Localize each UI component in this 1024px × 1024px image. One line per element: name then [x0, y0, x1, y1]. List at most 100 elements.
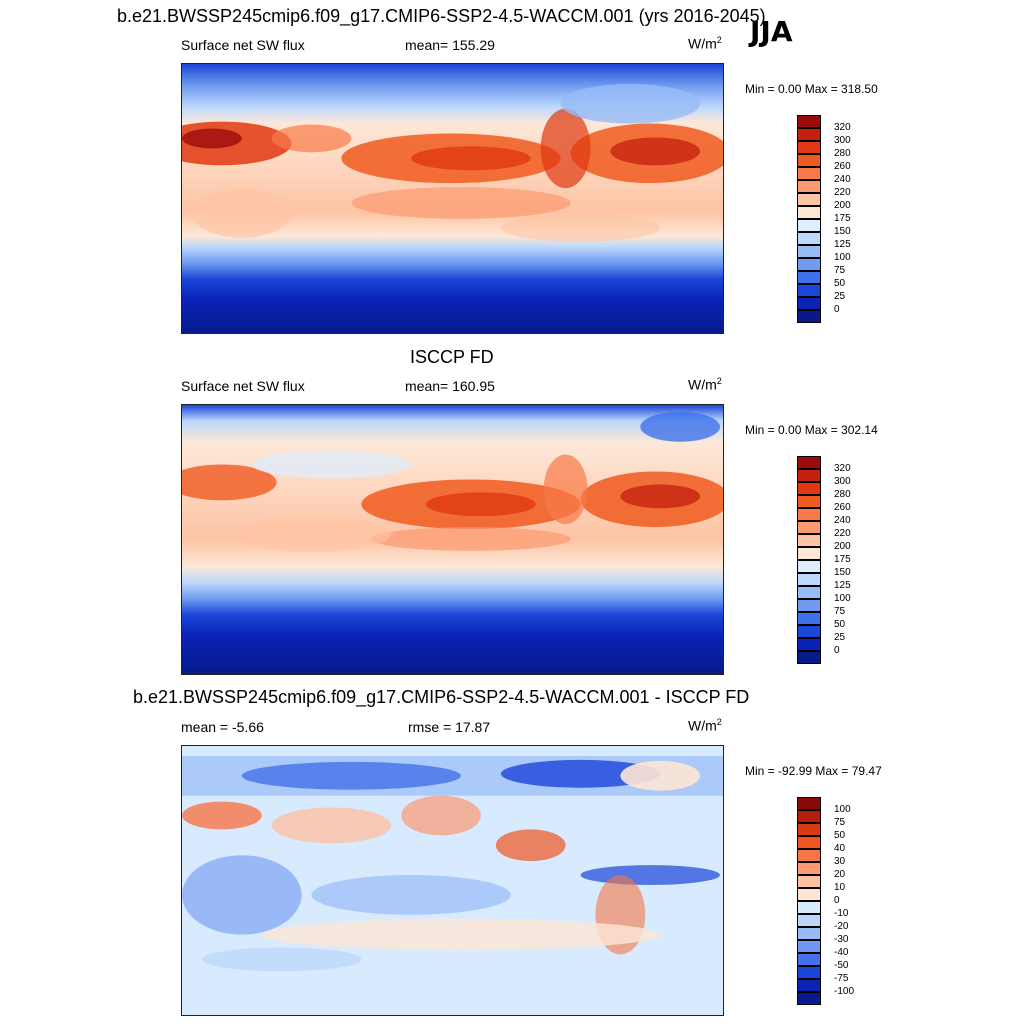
panel-model-variable-label: Surface net SW flux — [181, 37, 305, 53]
cbar1-label: 175 — [834, 213, 851, 224]
cbar3-swatch — [797, 797, 821, 810]
cbar2-swatch — [797, 573, 821, 586]
cbar1-label: 200 — [834, 200, 851, 211]
cbar2-swatch — [797, 599, 821, 612]
cbar1-swatch — [797, 258, 821, 271]
panel-diff-units: W/m2 — [688, 717, 722, 734]
cbar3-swatch — [797, 810, 821, 823]
cbar3-label: -10 — [834, 908, 849, 919]
cbar1-swatch — [797, 219, 821, 232]
cbar1-swatch — [797, 206, 821, 219]
cbar1-swatch — [797, 297, 821, 310]
cbar3-label: -50 — [834, 960, 849, 971]
panel-obs-variable-label: Surface net SW flux — [181, 378, 305, 394]
cbar1-label: 100 — [834, 252, 851, 263]
cbar2-label: 320 — [834, 463, 851, 474]
cbar1-label: 260 — [834, 161, 851, 172]
panel-obs-mean-label: mean= 160.95 — [405, 378, 495, 394]
cbar1-swatch — [797, 141, 821, 154]
cbar2-swatch — [797, 482, 821, 495]
panel-diff-colorbar — [797, 797, 821, 1005]
cbar3-swatch — [797, 953, 821, 966]
cbar1-label: 125 — [834, 239, 851, 250]
cbar3-label: -100 — [834, 986, 855, 997]
cbar3-swatch — [797, 849, 821, 862]
cbar3-swatch — [797, 940, 821, 953]
panel-obs-title: ISCCP FD — [410, 347, 494, 367]
panel-obs-map — [181, 404, 724, 675]
cbar2-swatch — [797, 508, 821, 521]
cbar3-swatch — [797, 888, 821, 901]
panel-diff-rmse-label: rmse = 17.87 — [408, 719, 491, 735]
cbar3-swatch — [797, 914, 821, 927]
cbar3-label: 40 — [834, 843, 846, 854]
cbar2-label: 0 — [834, 645, 840, 656]
cbar2-swatch — [797, 456, 821, 469]
cbar3-swatch — [797, 979, 821, 992]
cbar3-label: -20 — [834, 921, 849, 932]
cbar2-swatch — [797, 638, 821, 651]
panel-model-minmax: Min = 0.00 Max = 318.50 — [745, 82, 878, 96]
cbar2-label: 220 — [834, 528, 851, 539]
cbar1-swatch — [797, 193, 821, 206]
panel-model-title: b.e21.BWSSP245cmip6.f09_g17.CMIP6-SSP2-4… — [117, 6, 766, 26]
cbar1-label: 240 — [834, 174, 851, 185]
panel-obs-units: W/m2 — [688, 376, 722, 393]
cbar2-swatch — [797, 547, 821, 560]
cbar1-swatch — [797, 310, 821, 323]
cbar3-label: 0 — [834, 895, 840, 906]
panel-diff-map — [181, 745, 724, 1016]
cbar3-label: -40 — [834, 947, 849, 958]
cbar1-swatch — [797, 232, 821, 245]
cbar1-swatch — [797, 284, 821, 297]
cbar2-swatch — [797, 521, 821, 534]
cbar2-label: 200 — [834, 541, 851, 552]
cbar1-label: 50 — [834, 278, 846, 289]
cbar1-swatch — [797, 245, 821, 258]
cbar2-label: 300 — [834, 476, 851, 487]
cbar2-label: 75 — [834, 606, 846, 617]
cbar1-swatch — [797, 115, 821, 128]
panel-model-map — [181, 63, 724, 334]
cbar1-label: 280 — [834, 148, 851, 159]
cbar1-label: 220 — [834, 187, 851, 198]
cbar1-swatch — [797, 128, 821, 141]
cbar1-label: 320 — [834, 122, 851, 133]
cbar1-swatch — [797, 180, 821, 193]
cbar1-swatch — [797, 271, 821, 284]
panel-obs-minmax: Min = 0.00 Max = 302.14 — [745, 423, 878, 437]
cbar3-label: 10 — [834, 882, 846, 893]
panel-model-mean-label: mean= 155.29 — [405, 37, 495, 53]
cbar1-swatch — [797, 167, 821, 180]
cbar2-swatch — [797, 469, 821, 482]
cbar3-label: -75 — [834, 973, 849, 984]
cbar3-swatch — [797, 966, 821, 979]
cbar2-swatch — [797, 651, 821, 664]
cbar3-label: 50 — [834, 830, 846, 841]
cbar3-swatch — [797, 862, 821, 875]
cbar2-swatch — [797, 495, 821, 508]
cbar3-swatch — [797, 927, 821, 940]
cbar2-label: 240 — [834, 515, 851, 526]
cbar1-label: 75 — [834, 265, 846, 276]
cbar1-label: 25 — [834, 291, 846, 302]
cbar3-label: 100 — [834, 804, 851, 815]
cbar3-swatch — [797, 836, 821, 849]
cbar2-label: 150 — [834, 567, 851, 578]
cbar3-swatch — [797, 901, 821, 914]
cbar1-label: 150 — [834, 226, 851, 237]
cbar3-label: 20 — [834, 869, 846, 880]
panel-model-colorbar — [797, 115, 821, 323]
panel-obs-colorbar — [797, 456, 821, 664]
panel-diff-minmax: Min = -92.99 Max = 79.47 — [745, 764, 882, 778]
cbar2-swatch — [797, 612, 821, 625]
cbar2-label: 25 — [834, 632, 846, 643]
cbar2-label: 280 — [834, 489, 851, 500]
panel-model-units: W/m2 — [688, 35, 722, 52]
cbar2-label: 175 — [834, 554, 851, 565]
cbar2-label: 100 — [834, 593, 851, 604]
cbar3-swatch — [797, 875, 821, 888]
cbar2-label: 50 — [834, 619, 846, 630]
cbar2-swatch — [797, 534, 821, 547]
cbar2-swatch — [797, 586, 821, 599]
